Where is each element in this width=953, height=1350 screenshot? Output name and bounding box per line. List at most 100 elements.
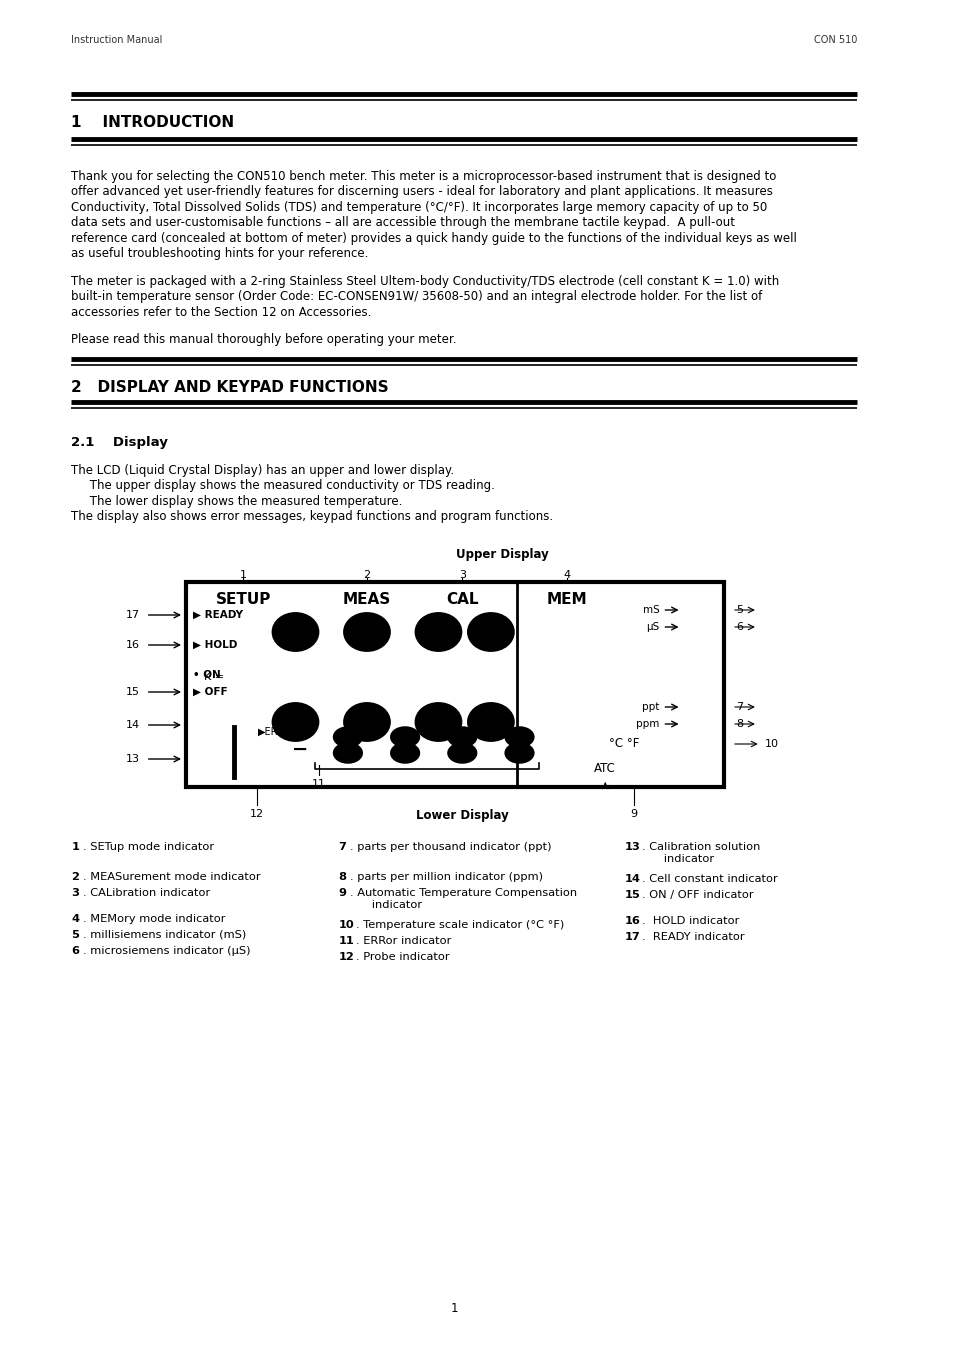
Text: K =: K = bbox=[204, 672, 224, 682]
Ellipse shape bbox=[469, 614, 512, 649]
Text: 4: 4 bbox=[71, 914, 79, 923]
Text: Lower Display: Lower Display bbox=[416, 809, 508, 822]
Text: ▶ERR: ▶ERR bbox=[257, 728, 285, 737]
Text: mS: mS bbox=[642, 605, 659, 616]
Text: . MEASurement mode indicator: . MEASurement mode indicator bbox=[83, 872, 260, 882]
Text: Conductivity, Total Dissolved Solids (TDS) and temperature (°C/°F). It incorpora: Conductivity, Total Dissolved Solids (TD… bbox=[71, 201, 767, 215]
Text: . ERRor indicator: . ERRor indicator bbox=[355, 936, 451, 946]
Text: 11: 11 bbox=[312, 779, 326, 788]
Text: . CALibration indicator: . CALibration indicator bbox=[83, 888, 210, 898]
Text: 5: 5 bbox=[735, 605, 742, 616]
Text: 12: 12 bbox=[338, 952, 354, 963]
Ellipse shape bbox=[449, 728, 476, 747]
Text: .  HOLD indicator: . HOLD indicator bbox=[640, 917, 739, 926]
Text: offer advanced yet user-friendly features for discerning users - ideal for labor: offer advanced yet user-friendly feature… bbox=[71, 185, 773, 198]
Text: 9: 9 bbox=[630, 809, 637, 819]
Text: . Automatic Temperature Compensation
      indicator: . Automatic Temperature Compensation ind… bbox=[350, 888, 577, 910]
Text: . SETup mode indicator: . SETup mode indicator bbox=[83, 842, 213, 852]
Text: 2: 2 bbox=[71, 872, 79, 882]
Text: °C °F: °C °F bbox=[609, 737, 639, 751]
Text: 7: 7 bbox=[735, 702, 742, 711]
Text: 13: 13 bbox=[623, 842, 639, 852]
Text: 1: 1 bbox=[71, 842, 79, 852]
Text: . Temperature scale indicator (°C °F): . Temperature scale indicator (°C °F) bbox=[355, 919, 563, 930]
Text: 2   DISPLAY AND KEYPAD FUNCTIONS: 2 DISPLAY AND KEYPAD FUNCTIONS bbox=[71, 379, 389, 396]
Text: 16: 16 bbox=[623, 917, 639, 926]
Text: 10: 10 bbox=[338, 919, 354, 930]
Text: as useful troubleshooting hints for your reference.: as useful troubleshooting hints for your… bbox=[71, 247, 369, 261]
Text: ▶ HOLD: ▶ HOLD bbox=[193, 640, 237, 649]
Ellipse shape bbox=[345, 614, 388, 649]
Text: The display also shows error messages, keypad functions and program functions.: The display also shows error messages, k… bbox=[71, 510, 553, 524]
Text: Upper Display: Upper Display bbox=[456, 548, 548, 562]
Text: . millisiemens indicator (mS): . millisiemens indicator (mS) bbox=[83, 930, 246, 940]
Text: CON 510: CON 510 bbox=[813, 35, 856, 45]
Text: 1    INTRODUCTION: 1 INTRODUCTION bbox=[71, 115, 234, 130]
Text: . MEMory mode indicator: . MEMory mode indicator bbox=[83, 914, 225, 923]
Ellipse shape bbox=[274, 614, 316, 649]
Ellipse shape bbox=[506, 744, 533, 761]
Bar bbox=[186, 582, 723, 787]
Text: The LCD (Liquid Crystal Display) has an upper and lower display.: The LCD (Liquid Crystal Display) has an … bbox=[71, 464, 455, 477]
Text: 3: 3 bbox=[71, 888, 79, 898]
Text: 15: 15 bbox=[623, 890, 639, 900]
Text: 14: 14 bbox=[126, 720, 140, 730]
Text: ▶ OFF: ▶ OFF bbox=[193, 687, 228, 697]
Text: 5: 5 bbox=[71, 930, 79, 940]
Text: The lower display shows the measured temperature.: The lower display shows the measured tem… bbox=[71, 495, 402, 508]
Ellipse shape bbox=[335, 744, 361, 761]
Text: 13: 13 bbox=[126, 755, 140, 764]
Ellipse shape bbox=[274, 705, 316, 740]
Ellipse shape bbox=[416, 614, 459, 649]
Text: . Probe indicator: . Probe indicator bbox=[355, 952, 449, 963]
Text: 4: 4 bbox=[563, 570, 570, 580]
Ellipse shape bbox=[392, 744, 418, 761]
Text: 10: 10 bbox=[763, 738, 778, 749]
Text: Thank you for selecting the CON510 bench meter. This meter is a microprocessor-b: Thank you for selecting the CON510 bench… bbox=[71, 170, 776, 184]
Ellipse shape bbox=[506, 728, 533, 747]
Text: 17: 17 bbox=[623, 931, 639, 942]
Text: 2.1    Display: 2.1 Display bbox=[71, 436, 168, 450]
Text: 1: 1 bbox=[451, 1301, 458, 1315]
Text: ppt: ppt bbox=[641, 702, 659, 711]
Text: 8: 8 bbox=[338, 872, 346, 882]
Text: The meter is packaged with a 2-ring Stainless Steel Ultem-body Conductivity/TDS : The meter is packaged with a 2-ring Stai… bbox=[71, 275, 779, 288]
Text: 9: 9 bbox=[338, 888, 346, 898]
Text: MEAS: MEAS bbox=[342, 593, 391, 608]
Text: built-in temperature sensor (Order Code: EC-CONSEN91W/ 35608-50) and an integral: built-in temperature sensor (Order Code:… bbox=[71, 290, 762, 304]
Text: 12: 12 bbox=[250, 809, 264, 819]
Text: . ON / OFF indicator: . ON / OFF indicator bbox=[640, 890, 752, 900]
Text: data sets and user-customisable functions – all are accessible through the membr: data sets and user-customisable function… bbox=[71, 216, 735, 230]
Ellipse shape bbox=[449, 744, 476, 761]
Text: 7: 7 bbox=[338, 842, 346, 852]
Text: ▶ READY: ▶ READY bbox=[193, 610, 243, 620]
Text: 11: 11 bbox=[338, 936, 354, 946]
Text: . parts per million indicator (ppm): . parts per million indicator (ppm) bbox=[350, 872, 542, 882]
Text: accessories refer to the Section 12 on Accessories.: accessories refer to the Section 12 on A… bbox=[71, 306, 372, 319]
Text: Please read this manual thoroughly before operating your meter.: Please read this manual thoroughly befor… bbox=[71, 333, 456, 347]
Text: .  READY indicator: . READY indicator bbox=[640, 931, 743, 942]
Text: 14: 14 bbox=[623, 873, 639, 884]
Text: . Cell constant indicator: . Cell constant indicator bbox=[640, 873, 777, 884]
Text: 1: 1 bbox=[239, 570, 246, 580]
Text: 2: 2 bbox=[363, 570, 370, 580]
Text: ppm: ppm bbox=[636, 720, 659, 729]
Text: The upper display shows the measured conductivity or TDS reading.: The upper display shows the measured con… bbox=[71, 479, 495, 493]
Text: 6: 6 bbox=[735, 622, 742, 632]
Ellipse shape bbox=[416, 705, 459, 740]
Text: SETUP: SETUP bbox=[215, 593, 271, 608]
Text: 8: 8 bbox=[735, 720, 742, 729]
Text: CAL: CAL bbox=[446, 593, 478, 608]
Text: reference card (concealed at bottom of meter) provides a quick handy guide to th: reference card (concealed at bottom of m… bbox=[71, 232, 797, 244]
Text: 17: 17 bbox=[126, 610, 140, 620]
Text: . parts per thousand indicator (ppt): . parts per thousand indicator (ppt) bbox=[350, 842, 551, 852]
Text: 3: 3 bbox=[458, 570, 465, 580]
Text: ATC: ATC bbox=[594, 763, 616, 775]
Ellipse shape bbox=[335, 728, 361, 747]
Text: 16: 16 bbox=[126, 640, 140, 649]
Text: μS: μS bbox=[646, 622, 659, 632]
Text: • ON: • ON bbox=[193, 670, 221, 680]
Text: . microsiemens indicator (μS): . microsiemens indicator (μS) bbox=[83, 946, 251, 956]
Ellipse shape bbox=[469, 705, 512, 740]
Ellipse shape bbox=[345, 705, 388, 740]
